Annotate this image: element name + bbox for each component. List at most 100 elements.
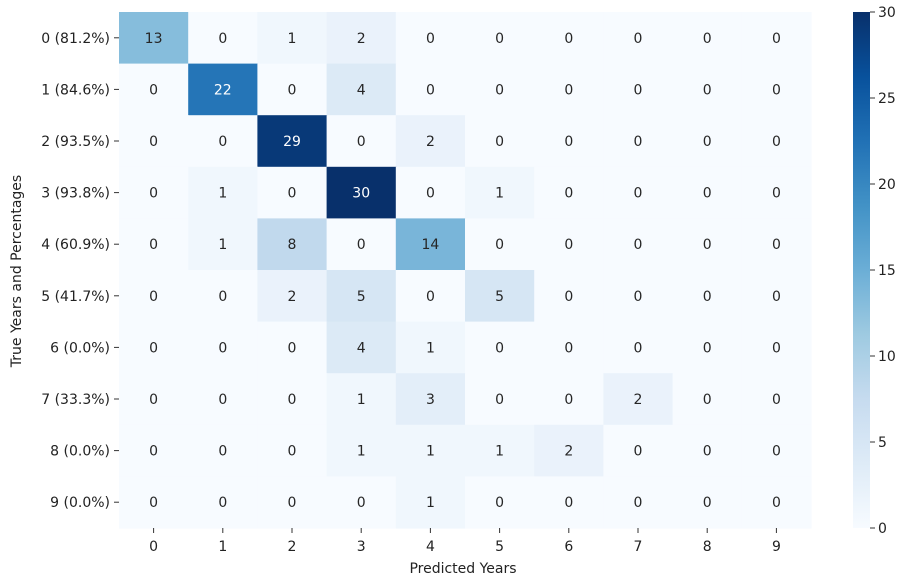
heatmap-cell [119, 166, 189, 219]
cell-value-label: 0 [149, 134, 158, 150]
cell-value-label: 0 [634, 82, 643, 98]
heatmap-cells: 13 0 1 2 0 0 0 0 0 00 22 0 4 0 0 0 0 0 00 0 29 0 2 0 0 0 0 00 1 0 30 0 1… [119, 12, 812, 529]
heatmap-cell [741, 218, 812, 271]
heatmap-cell [672, 166, 743, 219]
heatmap-cell [465, 218, 535, 271]
y-tick-label: 2 (93.5%) [41, 134, 110, 150]
cell-value-label: 2 [564, 444, 573, 460]
cell-value-label: 0 [149, 237, 158, 253]
heatmap-cell [395, 373, 466, 426]
cell-value-label: 0 [703, 495, 712, 511]
x-tick-label: 2 [288, 539, 297, 555]
cell-value-label: 4 [357, 82, 366, 98]
x-tick-label: 4 [426, 539, 435, 555]
heatmap-cell [741, 63, 812, 116]
heatmap-cell [188, 12, 258, 65]
heatmap-cell [603, 476, 674, 529]
cell-value-label: 22 [214, 82, 232, 98]
cell-value-label: 0 [772, 186, 781, 202]
heatmap-cell [257, 63, 328, 116]
heatmap-cell [741, 424, 812, 477]
cell-value-label: 0 [772, 392, 781, 408]
heatmap-cell [119, 476, 189, 529]
heatmap-cell [188, 63, 258, 116]
cell-value-label: 29 [283, 134, 301, 150]
heatmap-cell [257, 218, 328, 271]
x-tick-label: 9 [772, 539, 781, 555]
cell-value-label: 4 [357, 340, 366, 356]
y-tick-label: 6 (0.0%) [50, 340, 110, 356]
cell-value-label: 3 [426, 392, 435, 408]
cell-value-label: 0 [772, 495, 781, 511]
cell-value-label: 0 [288, 186, 297, 202]
cell-value-label: 0 [772, 444, 781, 460]
cell-value-label: 0 [772, 340, 781, 356]
heatmap-cell [534, 115, 604, 168]
heatmap-cell [603, 218, 674, 271]
heatmap-cell [188, 270, 258, 323]
cell-value-label: 0 [218, 392, 227, 408]
cell-value-label: 0 [564, 237, 573, 253]
heatmap-cell [672, 115, 743, 168]
cell-value-label: 0 [149, 340, 158, 356]
heatmap-cell [395, 166, 466, 219]
heatmap-cell [741, 373, 812, 426]
heatmap-cell [188, 166, 258, 219]
heatmap-cell [257, 12, 328, 65]
heatmap-cell [534, 373, 604, 426]
heatmap-cell [534, 63, 604, 116]
cell-value-label: 0 [357, 134, 366, 150]
cell-value-label: 0 [149, 444, 158, 460]
cell-value-label: 5 [495, 289, 504, 305]
heatmap-cell [465, 166, 535, 219]
y-tick-label: 5 (41.7%) [41, 289, 110, 305]
heatmap-cell [465, 476, 535, 529]
cell-value-label: 0 [564, 495, 573, 511]
heatmap-cell [188, 218, 258, 271]
cell-value-label: 0 [149, 289, 158, 305]
cell-value-label: 1 [426, 495, 435, 511]
cell-value-label: 0 [426, 31, 435, 47]
cell-value-label: 0 [564, 186, 573, 202]
cell-value-label: 0 [703, 31, 712, 47]
heatmap-cell [326, 12, 397, 65]
cell-value-label: 0 [495, 237, 504, 253]
cell-value-label: 0 [703, 82, 712, 98]
heatmap-cell [741, 166, 812, 219]
cell-value-label: 2 [357, 31, 366, 47]
cell-value-label: 0 [288, 392, 297, 408]
heatmap-cell [119, 218, 189, 271]
heatmap-cell [603, 321, 674, 374]
heatmap-cell [395, 270, 466, 323]
heatmap-cell [465, 12, 535, 65]
y-axis-label: True Years and Percentages [9, 175, 25, 368]
x-tick-label: 5 [495, 539, 504, 555]
cell-value-label: 0 [218, 340, 227, 356]
cell-value-label: 0 [495, 340, 504, 356]
heatmap-cell [188, 476, 258, 529]
x-tick-label: 1 [218, 539, 227, 555]
cell-value-label: 1 [495, 444, 504, 460]
heatmap-cell [188, 424, 258, 477]
cell-value-label: 0 [218, 289, 227, 305]
cell-value-label: 0 [564, 82, 573, 98]
heatmap-cell [603, 373, 674, 426]
heatmap-cell [326, 424, 397, 477]
cell-value-label: 0 [495, 392, 504, 408]
cell-value-label: 0 [357, 237, 366, 253]
cell-value-label: 0 [703, 289, 712, 305]
cell-value-label: 0 [703, 340, 712, 356]
heatmap-cell [603, 166, 674, 219]
heatmap-cell [326, 166, 397, 219]
cell-value-label: 0 [703, 134, 712, 150]
heatmap-cell [188, 321, 258, 374]
heatmap-cell [672, 12, 743, 65]
heatmap-cell [257, 373, 328, 426]
heatmap-cell [741, 321, 812, 374]
heatmap-cell [395, 476, 466, 529]
x-axis-ticks: 0 1 2 3 4 5 6 7 8 9 [149, 528, 781, 555]
y-tick-label: 4 (60.9%) [41, 237, 110, 253]
heatmap-cell [119, 63, 189, 116]
cell-value-label: 0 [634, 495, 643, 511]
